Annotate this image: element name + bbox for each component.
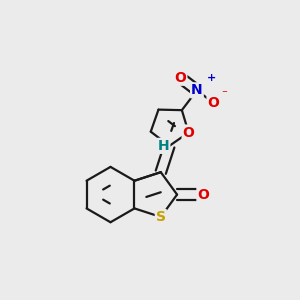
Text: O: O — [175, 71, 186, 85]
Text: ⁻: ⁻ — [221, 89, 227, 99]
Text: S: S — [156, 210, 166, 224]
Text: H: H — [158, 139, 170, 153]
Text: N: N — [191, 83, 203, 97]
Text: O: O — [197, 188, 209, 202]
Text: O: O — [208, 96, 219, 110]
Text: O: O — [183, 125, 194, 140]
Text: +: + — [207, 73, 216, 83]
